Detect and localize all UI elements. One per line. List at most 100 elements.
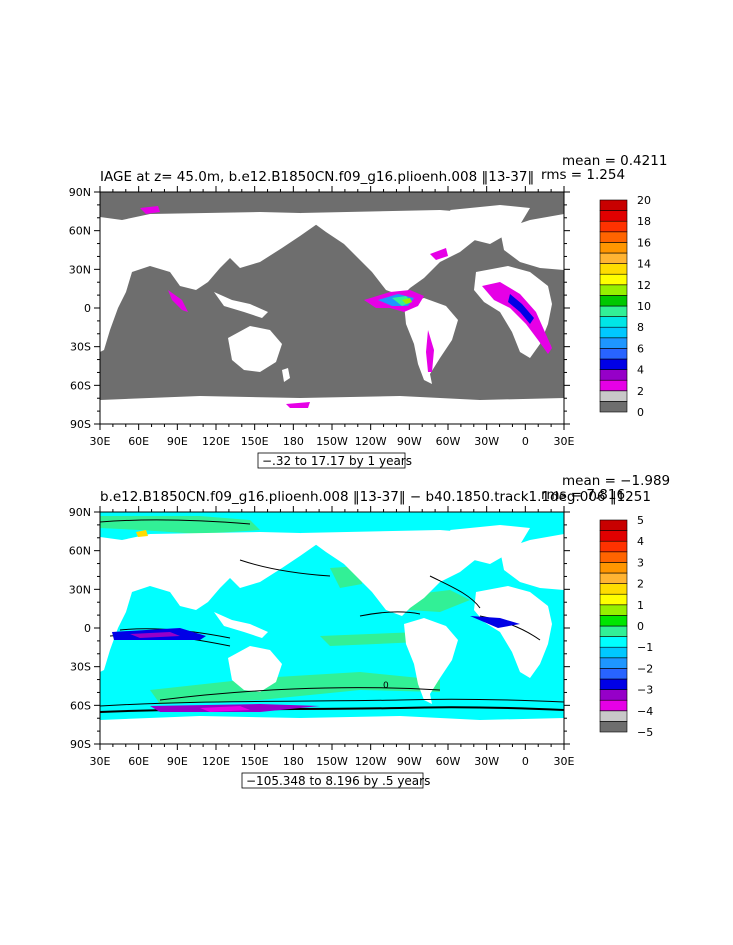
y-tick-label: 60N — [69, 545, 91, 558]
panel-2-mean: mean = −1.989 — [562, 473, 670, 489]
x-tick-label: 30E — [554, 435, 575, 448]
panel-1-range-label: −.32 to 17.17 by 1 years — [262, 454, 412, 468]
panel-1-title: IAGE at z= 45.0m, b.e12.B1850CN.f09_g16.… — [100, 169, 534, 185]
colorbar-swatch — [599, 316, 628, 328]
x-tick-label: 150E — [241, 435, 269, 448]
y-tick-label: 0 — [84, 302, 91, 315]
x-tick-label: 120W — [355, 435, 387, 448]
y-tick-label: 30S — [70, 661, 91, 674]
panel-2-range-label: −105.348 to 8.196 by .5 years — [246, 774, 430, 788]
colorbar-label: −3 — [637, 684, 653, 697]
colorbar-label: 1 — [637, 599, 644, 612]
x-tick-label: 120E — [202, 435, 230, 448]
panel-2-axes: 30E 60E 90E 120E 150E 180 150W 120W 90W 60W 30W 0 30… — [69, 506, 575, 768]
y-tick-label: 90S — [70, 738, 91, 751]
x-tick-label: 30E — [90, 755, 111, 768]
colorbar-swatch — [599, 305, 628, 317]
colorbar-swatch — [599, 646, 628, 659]
colorbar-label: 12 — [637, 279, 651, 292]
panel-1-map — [100, 192, 564, 424]
colorbar-swatch — [599, 231, 628, 243]
colorbar-label: −4 — [637, 705, 653, 718]
colorbar-swatch — [599, 210, 628, 222]
colorbar-swatch — [599, 689, 628, 701]
colorbar-swatch — [599, 678, 628, 690]
panel-2-colorbar: −5 −4 −3 −2 −1 0 1 2 3 4 5 — [599, 514, 653, 739]
y-tick-label: 30S — [70, 341, 91, 354]
y-tick-label: 90S — [70, 418, 91, 431]
panel-2-rms: rms = 7.816 — [541, 487, 625, 503]
panel-1-axes: 30E 60E 90E 120E 150E 180 150W 120W 90W 60W 30W 0 30… — [69, 186, 575, 448]
x-tick-label: 0 — [522, 435, 529, 448]
colorbar-label: 16 — [637, 236, 651, 249]
colorbar-swatch — [599, 401, 628, 413]
colorbar-swatch — [599, 284, 628, 296]
x-tick-label: 180 — [283, 435, 304, 448]
x-tick-label: 30E — [554, 755, 575, 768]
colorbar-swatch — [599, 390, 628, 402]
x-tick-label: 120E — [202, 755, 230, 768]
x-tick-label: 30W — [474, 435, 499, 448]
colorbar-label: 3 — [637, 556, 644, 569]
colorbar-swatch — [599, 263, 628, 275]
y-tick-label: 90N — [69, 506, 91, 519]
contour-label-zero: 0 — [383, 681, 389, 691]
colorbar-swatch — [599, 220, 628, 233]
colorbar-swatch — [599, 604, 628, 616]
colorbar-label: 2 — [637, 385, 644, 398]
colorbar-label: 10 — [637, 300, 651, 313]
colorbar-swatch — [599, 562, 628, 574]
colorbar-swatch — [599, 369, 628, 381]
y-tick-label: 60S — [70, 379, 91, 392]
y-tick-label: 60S — [70, 699, 91, 712]
colorbar-swatch — [599, 273, 628, 286]
y-tick-label: 60N — [69, 225, 91, 238]
panel-2-range-box — [241, 772, 424, 789]
colorbar-swatch — [599, 668, 628, 680]
colorbar-swatch — [599, 593, 628, 606]
colorbar-swatch — [599, 530, 628, 542]
y-tick-label: 30N — [69, 583, 91, 596]
colorbar-swatch — [599, 551, 628, 563]
colorbar-label: −1 — [637, 641, 653, 654]
x-tick-label: 150E — [241, 755, 269, 768]
x-tick-label: 180 — [283, 755, 304, 768]
colorbar-swatch — [599, 615, 628, 627]
colorbar-swatch — [599, 540, 628, 553]
x-tick-label: 150W — [316, 435, 348, 448]
colorbar-label: 0 — [637, 406, 644, 419]
x-tick-label: 90W — [397, 435, 422, 448]
colorbar-swatch — [599, 326, 628, 339]
colorbar-label: 4 — [637, 535, 644, 548]
y-tick-label: 90N — [69, 186, 91, 199]
age-patches — [140, 206, 552, 408]
panel-1-mean: mean = 0.4211 — [562, 153, 667, 169]
colorbar-swatch — [599, 252, 628, 264]
panel-1: IAGE at z= 45.0m, b.e12.B1850CN.f09_g16.… — [69, 153, 667, 469]
colorbar-label: 4 — [637, 364, 644, 377]
colorbar-label: −2 — [637, 662, 653, 675]
colorbar-swatch — [599, 295, 628, 307]
colorbar-label: 0 — [637, 620, 644, 633]
colorbar-swatch — [599, 625, 628, 637]
panel-2-title: b.e12.B1850CN.f09_g16.plioenh.008 ‖13-37… — [100, 489, 651, 505]
colorbar-label: 14 — [637, 258, 651, 271]
colorbar-swatch — [599, 199, 628, 211]
x-tick-label: 60W — [436, 755, 461, 768]
panel-1-range-box — [257, 452, 406, 469]
x-tick-label: 30E — [90, 435, 111, 448]
panel-1-colorbar: 0 2 4 6 8 10 12 14 16 18 20 — [599, 194, 651, 419]
colorbar-swatch — [599, 699, 628, 712]
colorbar-swatch — [599, 583, 628, 595]
colorbar-swatch — [599, 572, 628, 584]
colorbar-swatch — [599, 636, 628, 648]
x-tick-label: 150W — [316, 755, 348, 768]
x-tick-label: 0 — [522, 755, 529, 768]
colorbar-swatch — [599, 242, 628, 254]
y-tick-label: 30N — [69, 263, 91, 276]
x-tick-label: 60E — [128, 755, 149, 768]
x-tick-label: 120W — [355, 755, 387, 768]
colorbar-label: 20 — [637, 194, 651, 207]
colorbar-label: 18 — [637, 215, 651, 228]
land-masses — [100, 525, 564, 744]
